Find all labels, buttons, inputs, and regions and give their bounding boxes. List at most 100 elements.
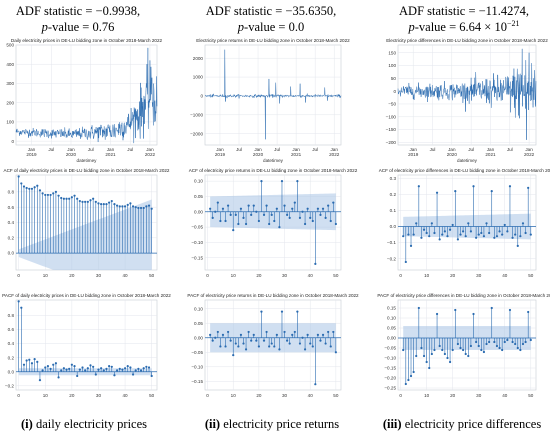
y-tick-label: 2000 xyxy=(193,56,204,61)
stem-marker xyxy=(459,233,462,236)
stem-marker xyxy=(57,376,60,379)
caption-col2: (ii) electricity price returns xyxy=(205,417,339,431)
chart-panel-6: ACF of electricity price differences in … xyxy=(379,168,550,278)
stem-marker xyxy=(86,367,89,370)
stem-marker xyxy=(57,194,60,197)
stem-marker xyxy=(113,374,116,377)
svg-text:(ii) electricity price returns: (ii) electricity price returns xyxy=(205,417,339,431)
stem-marker xyxy=(324,216,327,220)
stem-marker xyxy=(68,367,71,371)
stem-marker xyxy=(288,342,291,345)
stem-marker xyxy=(477,233,480,236)
y-tick-label: 0.10 xyxy=(194,179,203,184)
stem-marker xyxy=(232,354,235,357)
stem-marker xyxy=(33,357,36,361)
stem-marker xyxy=(503,340,506,344)
adf-header-col1: ADF statistic = −0.9938, p-value = 0.76 xyxy=(16,4,140,34)
chart-panel-2: Electricity price returns in DE-LU biddi… xyxy=(190,38,350,163)
stem-marker xyxy=(291,207,294,210)
stem-marker xyxy=(247,204,250,207)
stem-marker xyxy=(209,207,212,210)
stem-marker xyxy=(422,228,426,231)
stem-marker xyxy=(316,207,320,210)
svg-text:(iii) electricity price differ: (iii) electricity price differences xyxy=(383,417,542,431)
stem-marker xyxy=(493,340,496,344)
stem-marker xyxy=(454,190,457,193)
y-tick-label: −0.10 xyxy=(384,356,396,361)
stem-marker xyxy=(262,339,266,342)
stem-marker xyxy=(22,185,26,188)
stem-marker xyxy=(105,367,108,371)
stem-marker xyxy=(327,204,330,207)
stem-marker xyxy=(477,344,480,348)
x-tick-label: 0 xyxy=(17,393,20,398)
stem-marker xyxy=(221,207,225,210)
stem-marker xyxy=(134,206,137,209)
stem-marker xyxy=(121,368,124,371)
stem-marker xyxy=(428,235,431,238)
x-tick-label: Jul xyxy=(88,147,94,152)
stem-marker xyxy=(265,330,268,334)
x-tick-label: Jan xyxy=(107,147,115,152)
stem-marker xyxy=(17,300,20,303)
stem-marker xyxy=(147,204,151,207)
caption-col3: (iii) electricity price differences xyxy=(383,417,542,431)
stem-marker xyxy=(100,203,103,206)
stem-marker xyxy=(511,236,514,239)
caption-number: (iii) xyxy=(383,417,402,431)
stem-marker xyxy=(118,205,121,208)
y-tick-label: 50 xyxy=(391,76,397,81)
stem-marker xyxy=(219,219,222,223)
x-axis-label: datetimey xyxy=(263,158,284,163)
panel-title: PACF of electricity price differences in… xyxy=(377,293,550,298)
stem-marker xyxy=(244,348,248,351)
x-tick-label: Jan xyxy=(292,147,300,152)
stem-marker xyxy=(303,348,307,351)
x-tick-label: 20 xyxy=(69,393,75,398)
stem-marker xyxy=(129,366,132,369)
x-tick-label: Jan xyxy=(216,147,224,152)
stem-marker xyxy=(129,202,132,205)
stem-marker xyxy=(296,310,299,313)
x-tick-label: 40 xyxy=(308,273,314,278)
adf-statistic-line: ADF statistic = −35.6350, xyxy=(206,4,336,18)
stem-marker xyxy=(404,382,407,386)
stem-marker xyxy=(334,351,337,354)
stem-marker xyxy=(131,373,135,376)
x-tick-label: Jul xyxy=(127,147,133,152)
y-tick-label: 0.00 xyxy=(194,335,203,340)
caption-col1: (i) daily electricity prices xyxy=(21,417,147,431)
x-tick-label: 2022 xyxy=(145,152,156,157)
stem-marker xyxy=(81,200,84,203)
stem-marker xyxy=(291,333,294,336)
panel-title: ACF of electricity price returns in DE-L… xyxy=(189,168,358,173)
y-tick-label: 0.10 xyxy=(387,316,396,321)
x-tick-label: 40 xyxy=(123,273,129,278)
stem-marker xyxy=(467,222,470,225)
stem-marker xyxy=(327,330,330,334)
stem-marker xyxy=(265,204,268,207)
y-tick-label: 0.4 xyxy=(8,341,15,346)
x-tick-label: 10 xyxy=(231,273,237,278)
stem-marker xyxy=(286,213,289,216)
stem-marker xyxy=(456,238,459,241)
stem-marker xyxy=(237,222,240,226)
stem-marker xyxy=(108,201,111,204)
stem-marker xyxy=(306,207,309,210)
stem-marker xyxy=(78,368,81,371)
stem-marker xyxy=(89,364,92,367)
panel-title: Electricity price returns in DE-LU biddi… xyxy=(196,38,350,43)
stem-marker xyxy=(435,312,439,316)
x-tick-label: 2021 xyxy=(485,152,496,157)
p-value-line: p-value = 6.64 × 10−21 xyxy=(408,19,520,34)
x-tick-label: 50 xyxy=(149,273,155,278)
y-tick-label: 0.6 xyxy=(8,327,15,332)
y-tick-label: 0 xyxy=(393,89,396,94)
x-tick-label: 20 xyxy=(256,393,262,398)
x-tick-label: 0 xyxy=(17,273,20,278)
x-tick-label: 20 xyxy=(69,273,75,278)
stem-marker xyxy=(425,360,428,364)
y-tick-label: −0.10 xyxy=(191,240,203,245)
panels: Daily electricity prices in DE-LU biddin… xyxy=(2,38,550,398)
